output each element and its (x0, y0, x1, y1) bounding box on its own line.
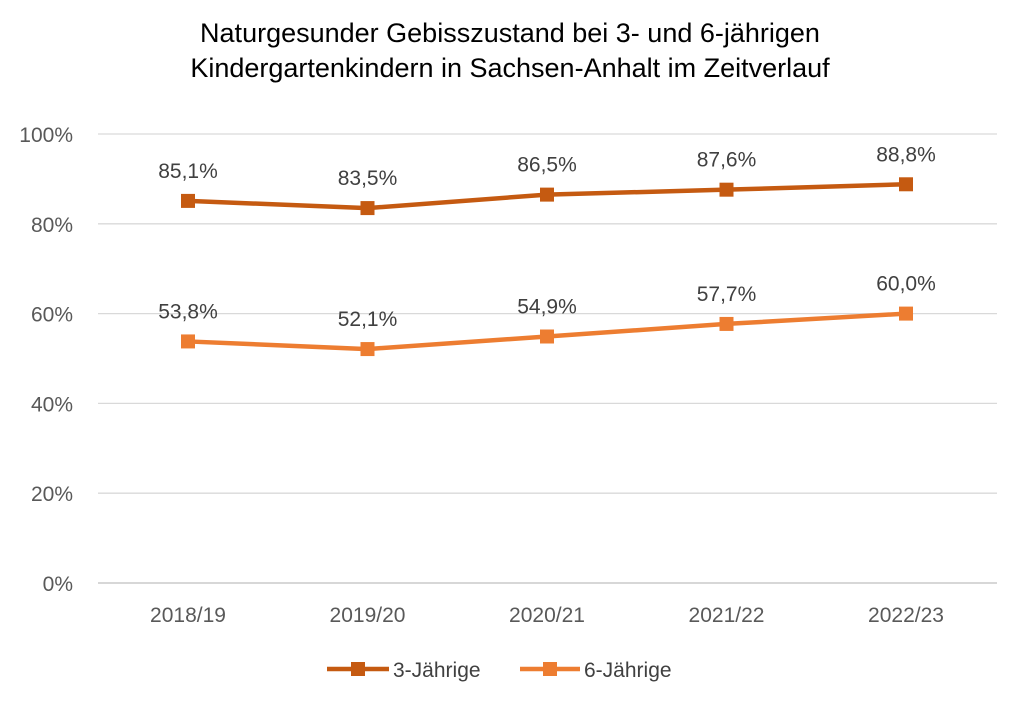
chart-title-line-2: Kindergartenkindern in Sachsen-Anhalt im… (190, 53, 830, 83)
data-point (360, 201, 375, 216)
y-axis: 0% 20% 40% 60% 80% 100% (19, 124, 73, 596)
gridlines (98, 133, 997, 584)
data-point (181, 193, 195, 208)
chart-title-line-1: Naturgesunder Gebisszustand bei 3- und 6… (200, 18, 820, 48)
legend: 3-Jährige 6-Jährige (327, 659, 672, 682)
x-tick-label: 2020/21 (509, 604, 585, 627)
legend-label: 3-Jährige (393, 659, 481, 682)
x-tick-label: 2021/22 (689, 604, 765, 627)
data-label: 85,1% (158, 160, 218, 183)
data-label: 87,6% (697, 149, 757, 172)
data-point (899, 177, 913, 192)
y-tick-label: 80% (31, 214, 73, 237)
data-label: 53,8% (158, 300, 218, 323)
y-tick-label: 0% (43, 573, 73, 596)
series-group: 85,1% 83,5% 86,5% 87,6% 88,8% 53,8% 52,1% 54,9%… (158, 143, 936, 357)
y-tick-label: 60% (31, 304, 73, 327)
data-label: 60,0% (876, 273, 936, 296)
data-label: 54,9% (517, 295, 577, 318)
x-tick-label: 2022/23 (868, 604, 944, 627)
y-tick-label: 40% (31, 393, 73, 416)
data-point (899, 306, 913, 321)
data-point (719, 182, 734, 197)
legend-marker (351, 662, 365, 676)
y-tick-label: 100% (19, 124, 73, 147)
data-point (540, 187, 554, 202)
legend-label: 6-Jährige (584, 659, 672, 682)
data-point (540, 329, 554, 344)
data-point (360, 342, 375, 357)
data-point (719, 316, 734, 331)
data-label: 57,7% (697, 283, 757, 306)
x-axis: 2018/19 2019/20 2020/21 2021/22 2022/23 (150, 604, 944, 627)
data-label: 86,5% (517, 154, 577, 177)
x-tick-label: 2018/19 (150, 604, 226, 627)
data-label: 88,8% (876, 143, 936, 166)
y-tick-label: 20% (31, 483, 73, 506)
x-tick-label: 2019/20 (330, 604, 406, 627)
data-point (181, 334, 195, 349)
legend-marker (543, 662, 557, 676)
data-label: 52,1% (338, 308, 398, 331)
data-label: 83,5% (338, 167, 398, 190)
